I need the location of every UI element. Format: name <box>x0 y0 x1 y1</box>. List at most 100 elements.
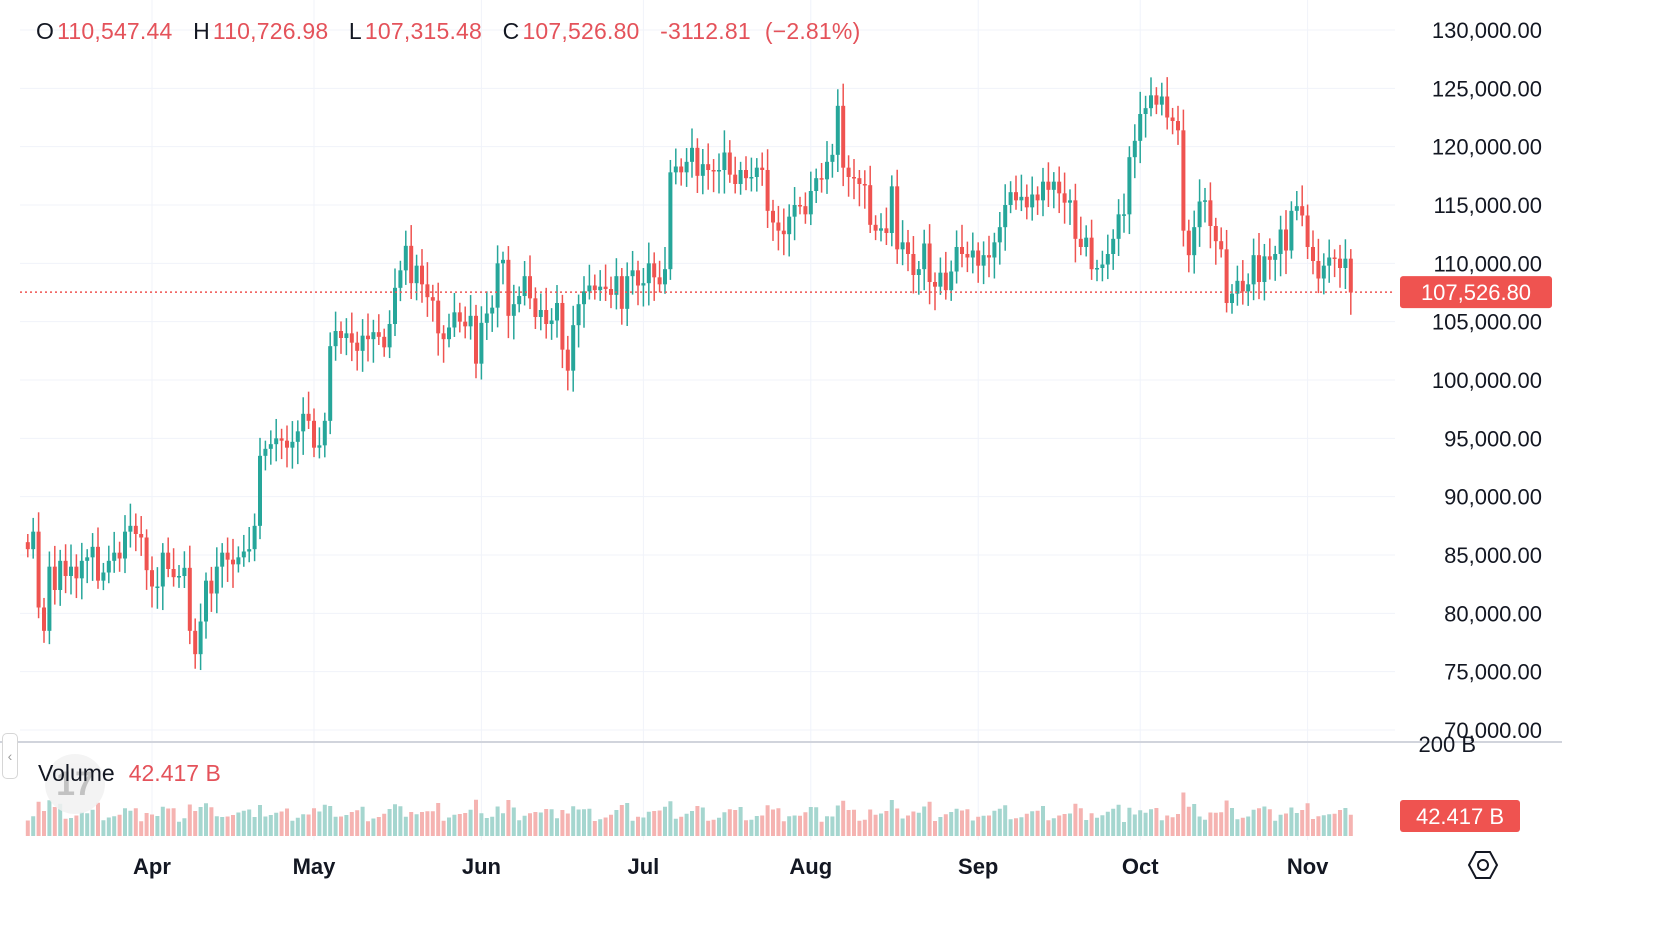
x-tick-label: May <box>293 854 337 879</box>
candle-body <box>301 413 306 432</box>
settings-gear-icon[interactable] <box>1466 848 1500 882</box>
volume-bar <box>85 813 90 836</box>
volume-bar <box>1289 807 1294 836</box>
candle-body <box>63 560 68 576</box>
volume-bar <box>927 801 932 836</box>
open-value: 110,547.44 <box>57 18 173 44</box>
volume-bar <box>90 809 95 836</box>
candle-body <box>1321 265 1326 279</box>
volume-tag-label: 42.417 B <box>1416 804 1504 829</box>
candle-body <box>241 551 246 558</box>
volume-bar <box>468 809 473 836</box>
candle-body <box>252 525 257 550</box>
volume-bar <box>846 810 851 836</box>
candle-body <box>52 566 57 590</box>
volume-bar <box>560 810 565 836</box>
volume-bar <box>641 817 646 836</box>
candle-body <box>366 335 370 340</box>
volume-bar <box>474 799 478 836</box>
last-price-label: 107,526.80 <box>1421 280 1531 305</box>
volume-bar <box>123 808 127 836</box>
candle-body <box>231 559 235 565</box>
x-tick-label: Oct <box>1122 854 1159 879</box>
candle-body <box>160 552 165 587</box>
candle-body <box>695 147 700 176</box>
volume-bar <box>565 813 570 836</box>
volume-bar <box>1278 814 1283 836</box>
volume-bar <box>819 821 824 836</box>
candle-body <box>733 174 738 184</box>
candle-body <box>792 205 797 217</box>
candle-body <box>1230 293 1234 303</box>
volume-bar <box>630 820 635 836</box>
volume-bar <box>825 816 829 836</box>
volume-bar <box>225 816 230 836</box>
candle-body <box>992 242 997 258</box>
volume-bar <box>744 820 748 836</box>
volume-bar <box>981 815 986 836</box>
volume-bar <box>258 805 262 836</box>
candle-body <box>344 333 349 338</box>
volume-bar <box>808 807 813 836</box>
volume-bar <box>1051 818 1056 836</box>
volume-bar <box>1041 806 1045 836</box>
x-tick-label: Nov <box>1287 854 1329 879</box>
volume-bar <box>900 818 905 836</box>
volume-bar <box>177 821 181 836</box>
volume-bar <box>814 807 819 836</box>
tradingview-logo-icon[interactable]: 17 <box>45 754 105 814</box>
volume-bar <box>1008 819 1013 836</box>
volume-bar <box>69 818 73 836</box>
volume-bar <box>954 808 959 836</box>
volume-bar <box>1305 803 1310 836</box>
volume-bar <box>614 810 619 836</box>
volume-bar <box>1176 814 1180 836</box>
candle-body <box>1046 181 1051 190</box>
volume-bar <box>911 811 916 836</box>
volume-bar <box>295 817 300 836</box>
volume-bar <box>344 815 349 836</box>
candle-body <box>776 222 781 231</box>
volume-bar <box>106 817 111 836</box>
volume-bar <box>436 803 441 836</box>
x-tick-label: Jun <box>462 854 501 879</box>
candle-body <box>835 105 840 155</box>
volume-bar <box>738 807 743 836</box>
candle-body <box>193 630 198 655</box>
volume-bar <box>506 800 511 836</box>
volume-bar <box>533 812 538 836</box>
volume-bar <box>328 806 333 836</box>
volume-bar <box>133 808 138 836</box>
candle-body <box>673 166 678 173</box>
candle-body <box>204 580 208 622</box>
candle-body <box>463 321 468 327</box>
candle-body <box>544 310 549 324</box>
volume-bar <box>128 810 133 836</box>
y-tick-label: 100,000.00 <box>1432 368 1542 393</box>
candle-body <box>1219 241 1224 250</box>
chevron-left-icon[interactable]: ‹ <box>2 733 18 779</box>
volume-bar <box>252 817 257 836</box>
y-tick-label: 130,000.00 <box>1432 18 1542 43</box>
candle-body <box>727 152 732 175</box>
candle-body <box>582 291 586 305</box>
volume-bar <box>366 821 370 836</box>
candle-body <box>484 313 489 323</box>
candle-body <box>1338 258 1342 268</box>
volume-bar <box>857 820 862 836</box>
volume-bar <box>1105 811 1110 836</box>
volume-bar <box>1003 805 1008 836</box>
candle-body <box>754 167 759 177</box>
candle-body <box>533 298 538 317</box>
volume-bar <box>1030 811 1035 836</box>
volume-bar <box>690 811 694 836</box>
volume-bar <box>1062 814 1067 836</box>
volume-bar <box>1273 820 1278 836</box>
candle-body <box>565 349 570 371</box>
candle-body <box>258 455 262 526</box>
candle-body <box>247 549 252 552</box>
volume-bar <box>1213 812 1218 836</box>
volume-bar <box>52 807 57 836</box>
candle-body <box>312 420 316 448</box>
